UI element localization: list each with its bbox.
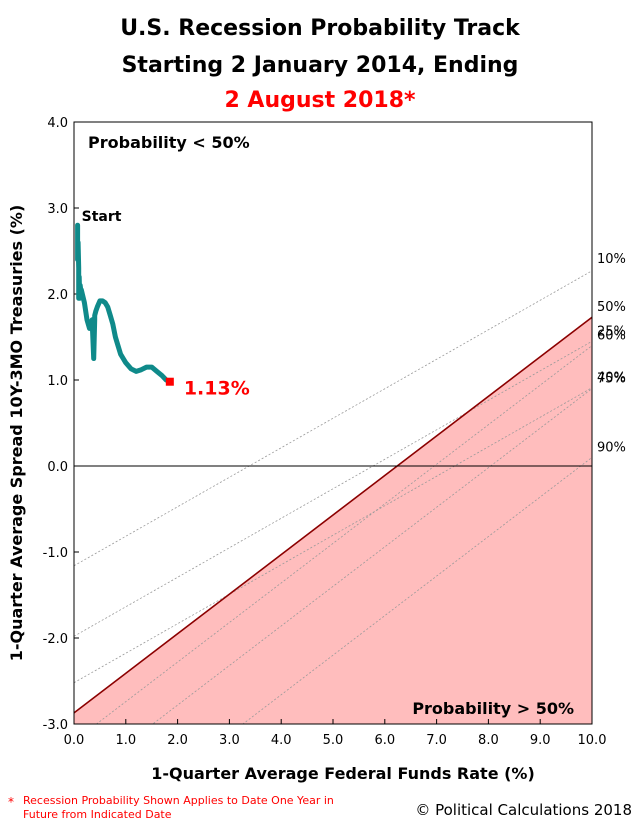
y-tick-label: -3.0	[43, 718, 68, 733]
y-tick-label: 0.0	[47, 460, 68, 475]
y-tick-label: -2.0	[43, 632, 68, 647]
start-label: Start	[82, 209, 122, 225]
x-tick-label: 3.0	[219, 733, 240, 748]
footnote-text: Recession Probability Shown Applies to D…	[23, 794, 334, 821]
x-tick-label: 1.0	[115, 733, 136, 748]
x-tick-label: 7.0	[426, 733, 447, 748]
x-tick-label: 8.0	[478, 733, 499, 748]
chart-title-line-2: Starting 2 January 2014, Ending	[121, 53, 519, 78]
chart-title-line-3: 2 August 2018*	[224, 88, 416, 113]
y-axis-title: 1-Quarter Average Spread 10Y-3MO Treasur…	[7, 205, 26, 662]
track-line	[75, 222, 173, 385]
x-tick-label: 0.0	[64, 733, 85, 748]
recession-region	[74, 317, 592, 724]
x-tick-label: 6.0	[374, 733, 395, 748]
y-tick-label: 1.0	[47, 374, 68, 389]
probability-label-60pct: 60%	[597, 329, 626, 344]
probability-line-50pct	[74, 316, 592, 714]
y-tick-label: -1.0	[43, 546, 68, 561]
endpoint-marker	[165, 377, 174, 386]
x-axis-title: 1-Quarter Average Federal Funds Rate (%)	[151, 764, 535, 783]
probability-line-75pct	[152, 388, 592, 724]
footnote-marker: *	[8, 795, 14, 809]
x-tick-label: 2.0	[167, 733, 188, 748]
probability-label-75pct: 75%	[597, 372, 626, 387]
probability-line-10pct	[74, 270, 592, 567]
footnote: * Recession Probability Shown Applies to…	[8, 794, 368, 822]
probability-line-25pct	[74, 340, 592, 637]
probability-line-90pct	[242, 457, 592, 724]
probability-line-40pct	[74, 387, 592, 684]
probability-label-90pct: 90%	[597, 440, 626, 455]
region-label-lower: Probability > 50%	[412, 699, 574, 718]
probability-line-60pct	[95, 345, 592, 724]
y-tick-label: 4.0	[47, 116, 68, 131]
x-tick-label: 9.0	[530, 733, 551, 748]
probability-label-50pct: 50%	[597, 300, 626, 315]
probability-label-10pct: 10%	[597, 252, 626, 267]
y-tick-label: 3.0	[47, 202, 68, 217]
endpoint-value-label: 1.13%	[184, 378, 250, 400]
copyright: © Political Calculations 2018	[415, 801, 632, 819]
probability-label-40pct: 40%	[597, 371, 626, 386]
y-tick-label: 2.0	[47, 288, 68, 303]
x-tick-label: 10.0	[578, 733, 607, 748]
probability-label-25pct: 25%	[597, 324, 626, 339]
region-label-upper: Probability < 50%	[88, 133, 250, 152]
chart-title-line-1: U.S. Recession Probability Track	[120, 16, 520, 41]
x-tick-label: 5.0	[323, 733, 344, 748]
x-tick-label: 4.0	[271, 733, 292, 748]
